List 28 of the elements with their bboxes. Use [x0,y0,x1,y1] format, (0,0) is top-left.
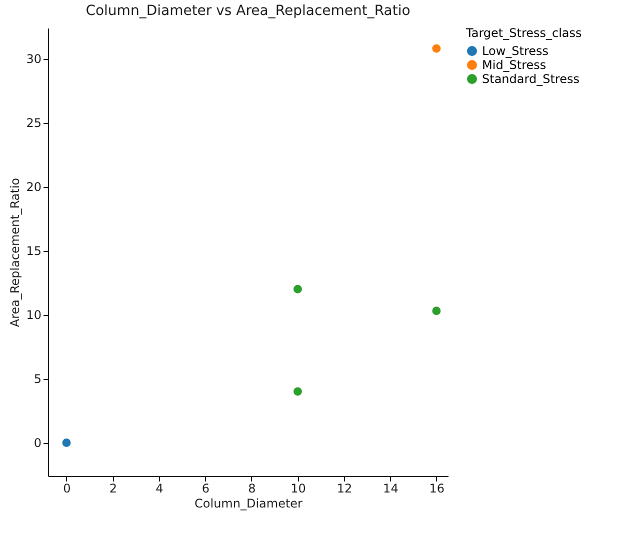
point [431,306,442,316]
x-tick-label: 2 [109,482,118,496]
x-tick-label: 10 [290,482,306,496]
y-axis-title: Area_Replacement_Ratio [8,178,22,328]
y-tick-label: 10 [26,308,42,322]
x-tick-label: 8 [248,482,256,496]
legend-label: Mid_Stress [482,58,546,72]
x-tick-label: 12 [336,482,352,496]
y-tick-label: 20 [26,180,42,194]
legend-label: Low_Stress [482,44,549,58]
legend-title: Target_Stress_class [465,26,582,40]
x-tick-label: 6 [202,482,210,496]
y-tick-label: 0 [34,436,42,450]
point [431,43,442,54]
x-tick-label: 16 [429,482,445,496]
point [292,386,303,397]
point [61,437,72,448]
y-tick-label: 15 [26,244,42,258]
legend-label: Standard_Stress [482,72,580,86]
x-tick-label: 4 [156,482,164,496]
y-tick-label: 30 [26,52,42,66]
x-tick-label: 14 [383,482,398,496]
y-tick-label: 5 [34,372,42,386]
x-axis-title: Column_Diameter [194,496,303,510]
point [292,284,303,294]
chart-title: Column_Diameter vs Area_Replacement_Ratio [86,3,410,19]
x-tick-label: 0 [63,482,71,496]
y-tick-label: 25 [26,116,42,130]
